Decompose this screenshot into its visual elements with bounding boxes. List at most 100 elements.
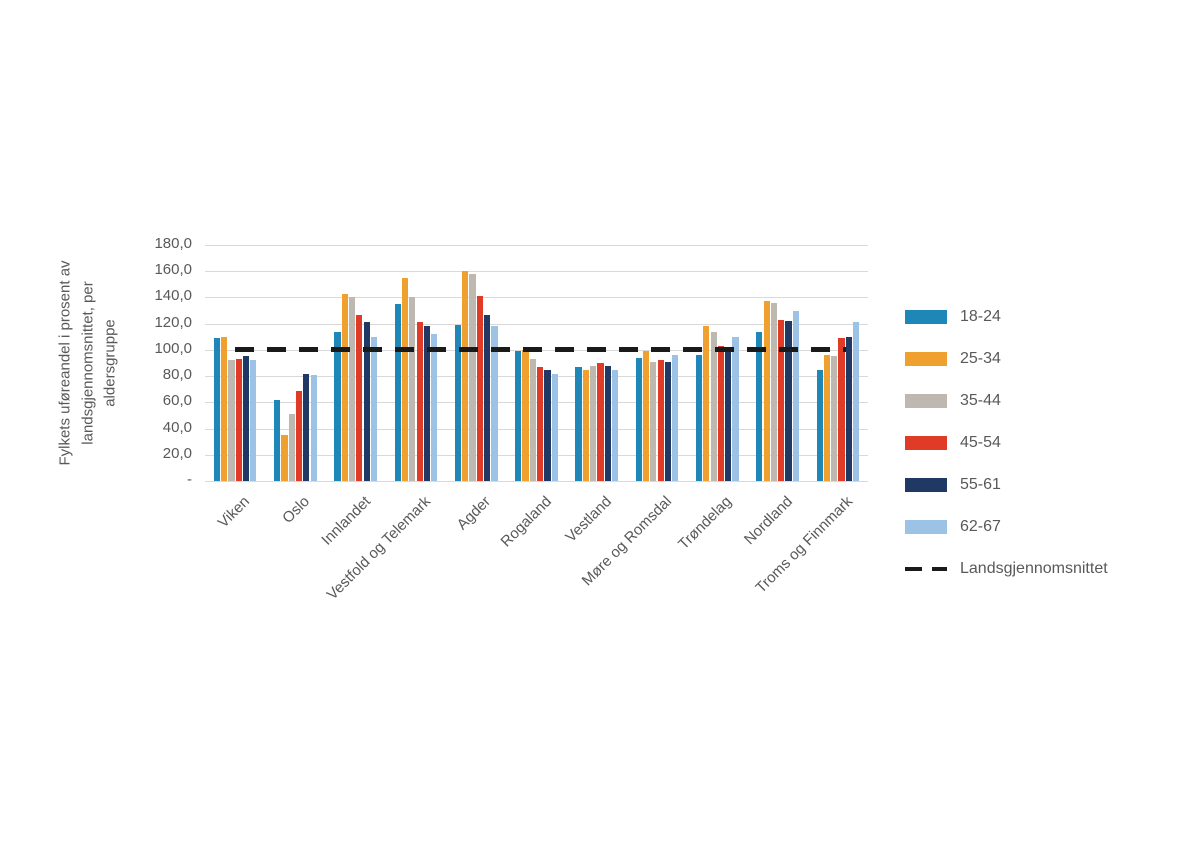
gridline — [205, 402, 868, 404]
bar-62-67 — [853, 322, 860, 481]
bar-35-44 — [228, 360, 235, 481]
bar-25-34 — [401, 277, 409, 481]
bar-25-34 — [522, 349, 529, 481]
legend-swatch — [905, 520, 947, 534]
bar-55-61 — [604, 365, 611, 481]
legend-swatch — [905, 352, 947, 366]
legend-dash-swatch — [905, 567, 947, 571]
legend-item-national-average: Landsgjennomsnittet — [905, 560, 1108, 578]
bar-35-44 — [529, 359, 536, 481]
bar-62-67 — [732, 336, 739, 481]
bar-25-34 — [703, 326, 710, 481]
legend-swatch — [905, 436, 947, 450]
bar-18-24 — [213, 338, 220, 481]
bar-45-54 — [597, 363, 604, 481]
bar-62-67 — [370, 336, 378, 481]
national-average-line — [235, 347, 846, 353]
legend-label: 35-44 — [960, 392, 1001, 409]
legend-label: 55-61 — [960, 476, 1001, 493]
legend-swatch — [905, 394, 947, 408]
legend-swatch — [905, 310, 947, 324]
bar-35-44 — [469, 273, 476, 481]
y-axis-tick-label: 100,0 — [154, 339, 192, 357]
legend-label: 45-54 — [960, 434, 1001, 451]
y-axis-tick-label: 80,0 — [162, 366, 192, 384]
gridline — [205, 245, 868, 246]
y-axis-tick-label: 180,0 — [154, 235, 192, 252]
gridline — [205, 481, 868, 482]
bar-25-34 — [221, 336, 228, 481]
y-axis-tick-label: 60,0 — [162, 392, 192, 410]
bar-45-54 — [235, 359, 242, 481]
bar-45-54 — [657, 360, 664, 481]
bar-55-61 — [725, 347, 732, 481]
gridline — [205, 297, 868, 299]
bar-35-44 — [710, 331, 717, 481]
bar-18-24 — [575, 366, 582, 481]
y-axis-tick-label: 160,0 — [154, 261, 192, 279]
bar-55-61 — [423, 326, 431, 481]
bar-18-24 — [756, 331, 763, 481]
bar-62-67 — [551, 373, 558, 481]
bar-62-67 — [491, 326, 498, 481]
legend-item-18-24: 18-24 — [905, 308, 1108, 326]
bar-62-67 — [310, 374, 317, 481]
bar-18-24 — [334, 331, 341, 481]
bar-55-61 — [785, 321, 792, 481]
bar-25-34 — [823, 355, 831, 481]
bar-25-34 — [281, 435, 288, 481]
bar-35-44 — [831, 356, 838, 481]
bar-25-34 — [642, 351, 650, 481]
legend-item-35-44: 35-44 — [905, 392, 1108, 410]
bar-55-61 — [664, 361, 672, 481]
legend-swatch — [905, 478, 947, 492]
bar-62-67 — [672, 355, 679, 481]
legend-item-62-67: 62-67 — [905, 518, 1108, 536]
bar-18-24 — [635, 357, 642, 481]
bar-45-54 — [416, 322, 423, 481]
bar-62-67 — [431, 334, 438, 481]
bar-55-61 — [845, 336, 852, 481]
legend-label: Landsgjennomsnittet — [960, 560, 1108, 577]
gridline — [205, 376, 868, 378]
bar-18-24 — [515, 351, 522, 481]
bar-45-54 — [778, 319, 785, 481]
y-axis-title: Fylkets uføreandel i prosent av landsgje… — [56, 260, 119, 466]
bar-18-24 — [274, 399, 281, 481]
bar-25-34 — [341, 293, 348, 481]
bar-55-61 — [484, 314, 491, 481]
bar-45-54 — [537, 366, 544, 481]
bar-18-24 — [454, 325, 462, 481]
bar-55-61 — [363, 322, 370, 481]
bar-35-44 — [770, 302, 778, 481]
bar-35-44 — [650, 361, 657, 481]
bar-45-54 — [717, 346, 725, 481]
bar-25-34 — [462, 271, 469, 481]
bar-55-61 — [242, 356, 250, 481]
bar-45-54 — [295, 390, 303, 481]
bar-18-24 — [394, 304, 401, 481]
bar-62-67 — [250, 360, 257, 481]
legend-label: 62-67 — [960, 518, 1001, 535]
bar-35-44 — [288, 414, 295, 481]
bar-62-67 — [792, 310, 799, 481]
bar-45-54 — [838, 338, 845, 481]
bar-55-61 — [544, 369, 551, 481]
gridline — [205, 323, 868, 325]
bar-35-44 — [348, 297, 356, 481]
y-axis-tick-label: 120,0 — [154, 313, 192, 331]
y-axis-tick-label: 20,0 — [162, 444, 192, 462]
bar-35-44 — [590, 365, 597, 481]
legend-label: 18-24 — [960, 308, 1001, 325]
bar-25-34 — [582, 369, 589, 481]
bar-62-67 — [611, 369, 619, 481]
y-axis-tick-label: 140,0 — [154, 287, 192, 305]
y-axis-tick-label: 40,0 — [162, 418, 192, 436]
legend: 18-24 25-34 35-44 45-54 55-61 62-67 Landsgjenn… — [905, 308, 1108, 578]
bar-55-61 — [303, 373, 310, 481]
bar-25-34 — [763, 301, 770, 481]
bar-45-54 — [476, 296, 483, 481]
y-axis-tick-label: - — [187, 471, 192, 488]
legend-label: 25-34 — [960, 350, 1001, 367]
